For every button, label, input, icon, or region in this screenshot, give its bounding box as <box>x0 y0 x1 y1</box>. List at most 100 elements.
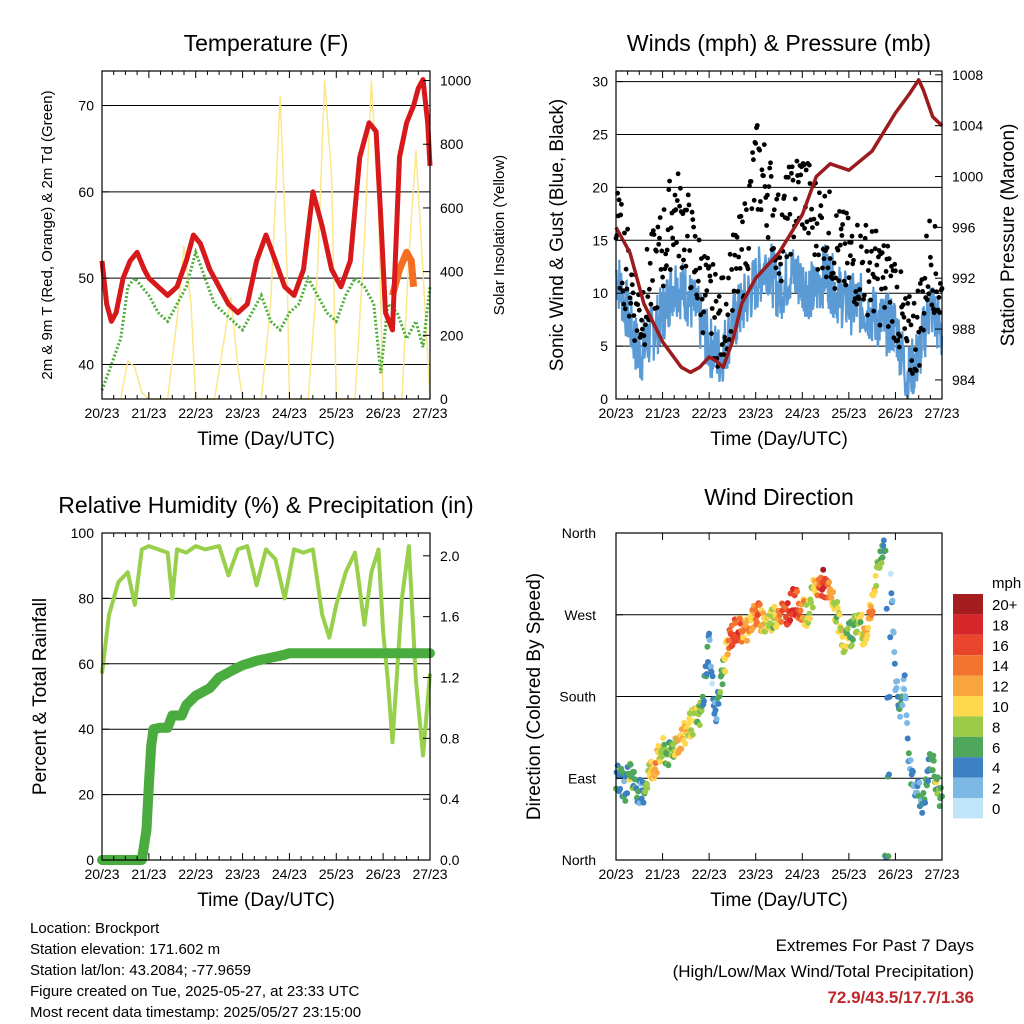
gust-point <box>624 286 630 292</box>
gust-point <box>664 263 669 269</box>
direction-point <box>707 663 714 670</box>
direction-point <box>894 678 901 685</box>
y2-axis-label: Solar Insolation (Yellow) <box>491 155 508 315</box>
legend-label: 8 <box>992 719 1000 736</box>
gust-point <box>707 273 713 279</box>
direction-point <box>704 643 711 650</box>
gust-point <box>849 233 855 239</box>
gust-point <box>705 255 710 261</box>
direction-point <box>873 582 880 589</box>
gust-point <box>871 308 877 314</box>
direction-point <box>742 622 749 629</box>
direction-point <box>688 727 695 734</box>
gust-point <box>820 265 825 271</box>
direction-point <box>713 716 720 722</box>
gust-point <box>806 230 811 236</box>
gust-point <box>666 187 672 193</box>
gust-point <box>913 347 918 352</box>
legend-label: 16 <box>992 638 1009 655</box>
gust-point <box>733 266 739 271</box>
gust-point <box>737 266 743 271</box>
gust-point <box>910 371 915 376</box>
gust-point <box>785 216 790 221</box>
station-info: Location: Brockport Station elevation: 1… <box>30 918 361 1023</box>
gust-point <box>917 363 922 368</box>
direction-point <box>709 680 716 687</box>
gust-point <box>622 306 628 312</box>
gust-point <box>777 255 783 260</box>
gust-point <box>806 162 812 168</box>
direction-point <box>660 735 667 741</box>
x-tick-label: 25/23 <box>831 866 866 882</box>
gust-point <box>762 184 768 189</box>
direction-point <box>719 681 726 688</box>
gust-point <box>766 184 772 190</box>
direction-point <box>659 753 665 760</box>
gust-point <box>898 269 904 275</box>
gust-point <box>701 309 707 315</box>
gust-point <box>765 235 771 240</box>
gust-point <box>650 278 655 283</box>
gust-point <box>834 213 839 219</box>
y-tick-label: East <box>568 770 596 786</box>
y2-tick-label: 1.6 <box>440 609 460 625</box>
gust-point <box>857 287 863 292</box>
direction-point <box>784 600 791 607</box>
gust-point <box>685 192 691 198</box>
gust-point <box>754 123 760 128</box>
gust-point <box>779 212 785 218</box>
direction-point <box>803 601 810 608</box>
gust-point <box>657 235 662 241</box>
gust-point <box>651 232 657 238</box>
direction-point <box>876 564 883 571</box>
extremes-box: Extremes For Past 7 Days (High/Low/Max W… <box>673 933 974 1011</box>
panel-title: Winds (mph) & Pressure (mb) <box>627 30 931 56</box>
y-tick-label: North <box>562 525 596 541</box>
direction-point <box>882 547 889 554</box>
legend-swatch <box>953 757 983 778</box>
gust-point <box>764 223 769 228</box>
gust-point <box>739 247 745 252</box>
gust-point <box>802 226 807 231</box>
y-tick-label: 40 <box>78 721 94 737</box>
direction-point <box>752 606 759 613</box>
y-tick-label: 40 <box>78 356 94 372</box>
gust-point <box>823 274 829 280</box>
gust-point <box>875 276 880 282</box>
direction-point <box>756 601 763 608</box>
direction-point <box>842 643 849 650</box>
gust-point <box>732 252 738 258</box>
gust-point <box>830 270 836 276</box>
legend-swatch <box>953 798 983 819</box>
gust-point <box>765 192 770 198</box>
legend-swatch <box>953 736 983 758</box>
gust-point <box>904 338 910 344</box>
gust-point <box>819 215 825 221</box>
gust-point <box>685 233 690 239</box>
gust-point <box>722 334 728 340</box>
gust-point <box>712 315 717 320</box>
direction-point <box>836 611 843 618</box>
gust-point <box>674 240 679 246</box>
gust-point <box>726 275 731 281</box>
gust-point <box>774 196 780 202</box>
gust-point <box>911 300 917 306</box>
y-axis-label: 2m & 9m T (Red, Orange) & 2m Td (Green) <box>39 90 56 379</box>
direction-point <box>889 597 896 604</box>
gust-point <box>844 210 849 216</box>
gust-point <box>778 278 784 284</box>
gust-point <box>853 289 859 295</box>
direction-point <box>762 628 768 635</box>
gust-point <box>650 228 656 234</box>
x-axis-label: Time (Day/UTC) <box>197 429 335 450</box>
gust-point <box>664 247 670 253</box>
gust-point <box>713 271 718 277</box>
gust-point <box>657 215 663 221</box>
direction-point <box>665 762 672 769</box>
gust-point <box>635 302 641 307</box>
panel-title: Relative Humidity (%) & Precipitation (i… <box>58 492 473 518</box>
gust-point <box>639 317 644 323</box>
legend-label: 18 <box>992 617 1009 634</box>
gust-point <box>710 262 716 267</box>
gust-point <box>681 257 686 263</box>
